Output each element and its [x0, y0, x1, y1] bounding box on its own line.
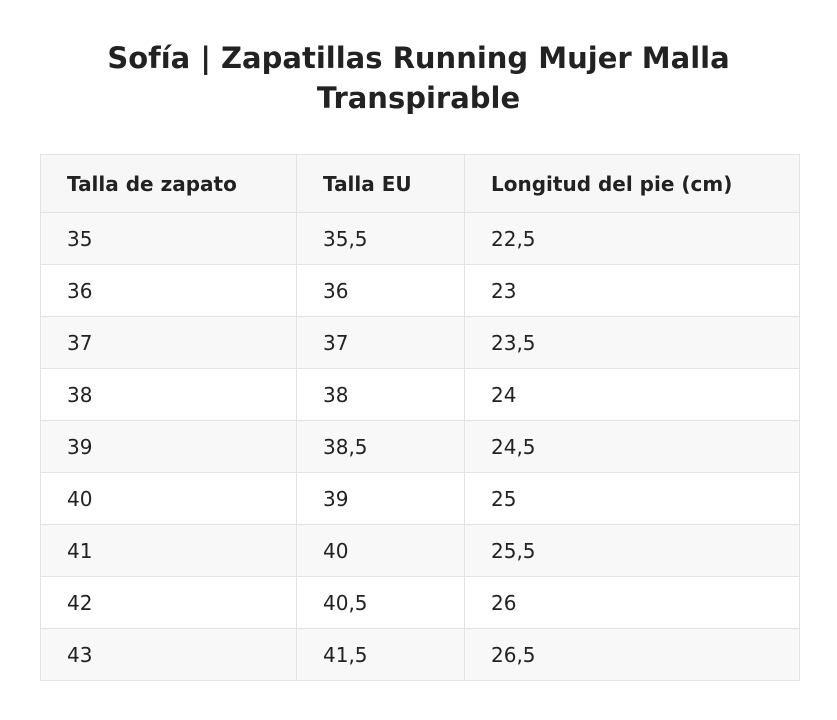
cell-eu-size: 39 — [296, 472, 465, 525]
cell-eu-size: 40 — [296, 524, 465, 577]
column-header-foot-length: Longitud del pie (cm) — [464, 154, 800, 213]
cell-eu-size: 37 — [296, 316, 465, 369]
page-title: Sofía | Zapatillas Running Mujer Malla T… — [107, 41, 730, 115]
cell-foot-length: 25,5 — [464, 524, 800, 577]
cell-foot-length: 26,5 — [464, 628, 800, 681]
cell-foot-length: 24,5 — [464, 420, 800, 473]
cell-shoe-size: 43 — [40, 628, 297, 681]
cell-eu-size: 36 — [296, 264, 465, 317]
table-row: 43 41,5 26,5 — [40, 628, 800, 681]
table-row: 37 37 23,5 — [40, 316, 800, 369]
cell-foot-length: 23,5 — [464, 316, 800, 369]
size-chart-table: Talla de zapato Talla EU Longitud del pi… — [40, 154, 800, 681]
table-row: 42 40,5 26 — [40, 576, 800, 629]
cell-shoe-size: 42 — [40, 576, 297, 629]
cell-shoe-size: 38 — [40, 368, 297, 421]
table-row: 35 35,5 22,5 — [40, 212, 800, 265]
cell-shoe-size: 41 — [40, 524, 297, 577]
cell-foot-length: 26 — [464, 576, 800, 629]
cell-eu-size: 40,5 — [296, 576, 465, 629]
cell-shoe-size: 40 — [40, 472, 297, 525]
cell-foot-length: 23 — [464, 264, 800, 317]
cell-shoe-size: 36 — [40, 264, 297, 317]
cell-shoe-size: 37 — [40, 316, 297, 369]
cell-foot-length: 22,5 — [464, 212, 800, 265]
table-row: 39 38,5 24,5 — [40, 420, 800, 473]
cell-eu-size: 41,5 — [296, 628, 465, 681]
cell-eu-size: 38 — [296, 368, 465, 421]
table-row: 38 38 24 — [40, 368, 800, 421]
cell-foot-length: 25 — [464, 472, 800, 525]
cell-shoe-size: 39 — [40, 420, 297, 473]
cell-eu-size: 38,5 — [296, 420, 465, 473]
table-row: 40 39 25 — [40, 472, 800, 525]
column-header-eu-size: Talla EU — [296, 154, 465, 213]
cell-shoe-size: 35 — [40, 212, 297, 265]
cell-eu-size: 35,5 — [296, 212, 465, 265]
table-header-row: Talla de zapato Talla EU Longitud del pi… — [40, 154, 800, 213]
table-row: 36 36 23 — [40, 264, 800, 317]
column-header-shoe-size: Talla de zapato — [40, 154, 297, 213]
cell-foot-length: 24 — [464, 368, 800, 421]
table-row: 41 40 25,5 — [40, 524, 800, 577]
